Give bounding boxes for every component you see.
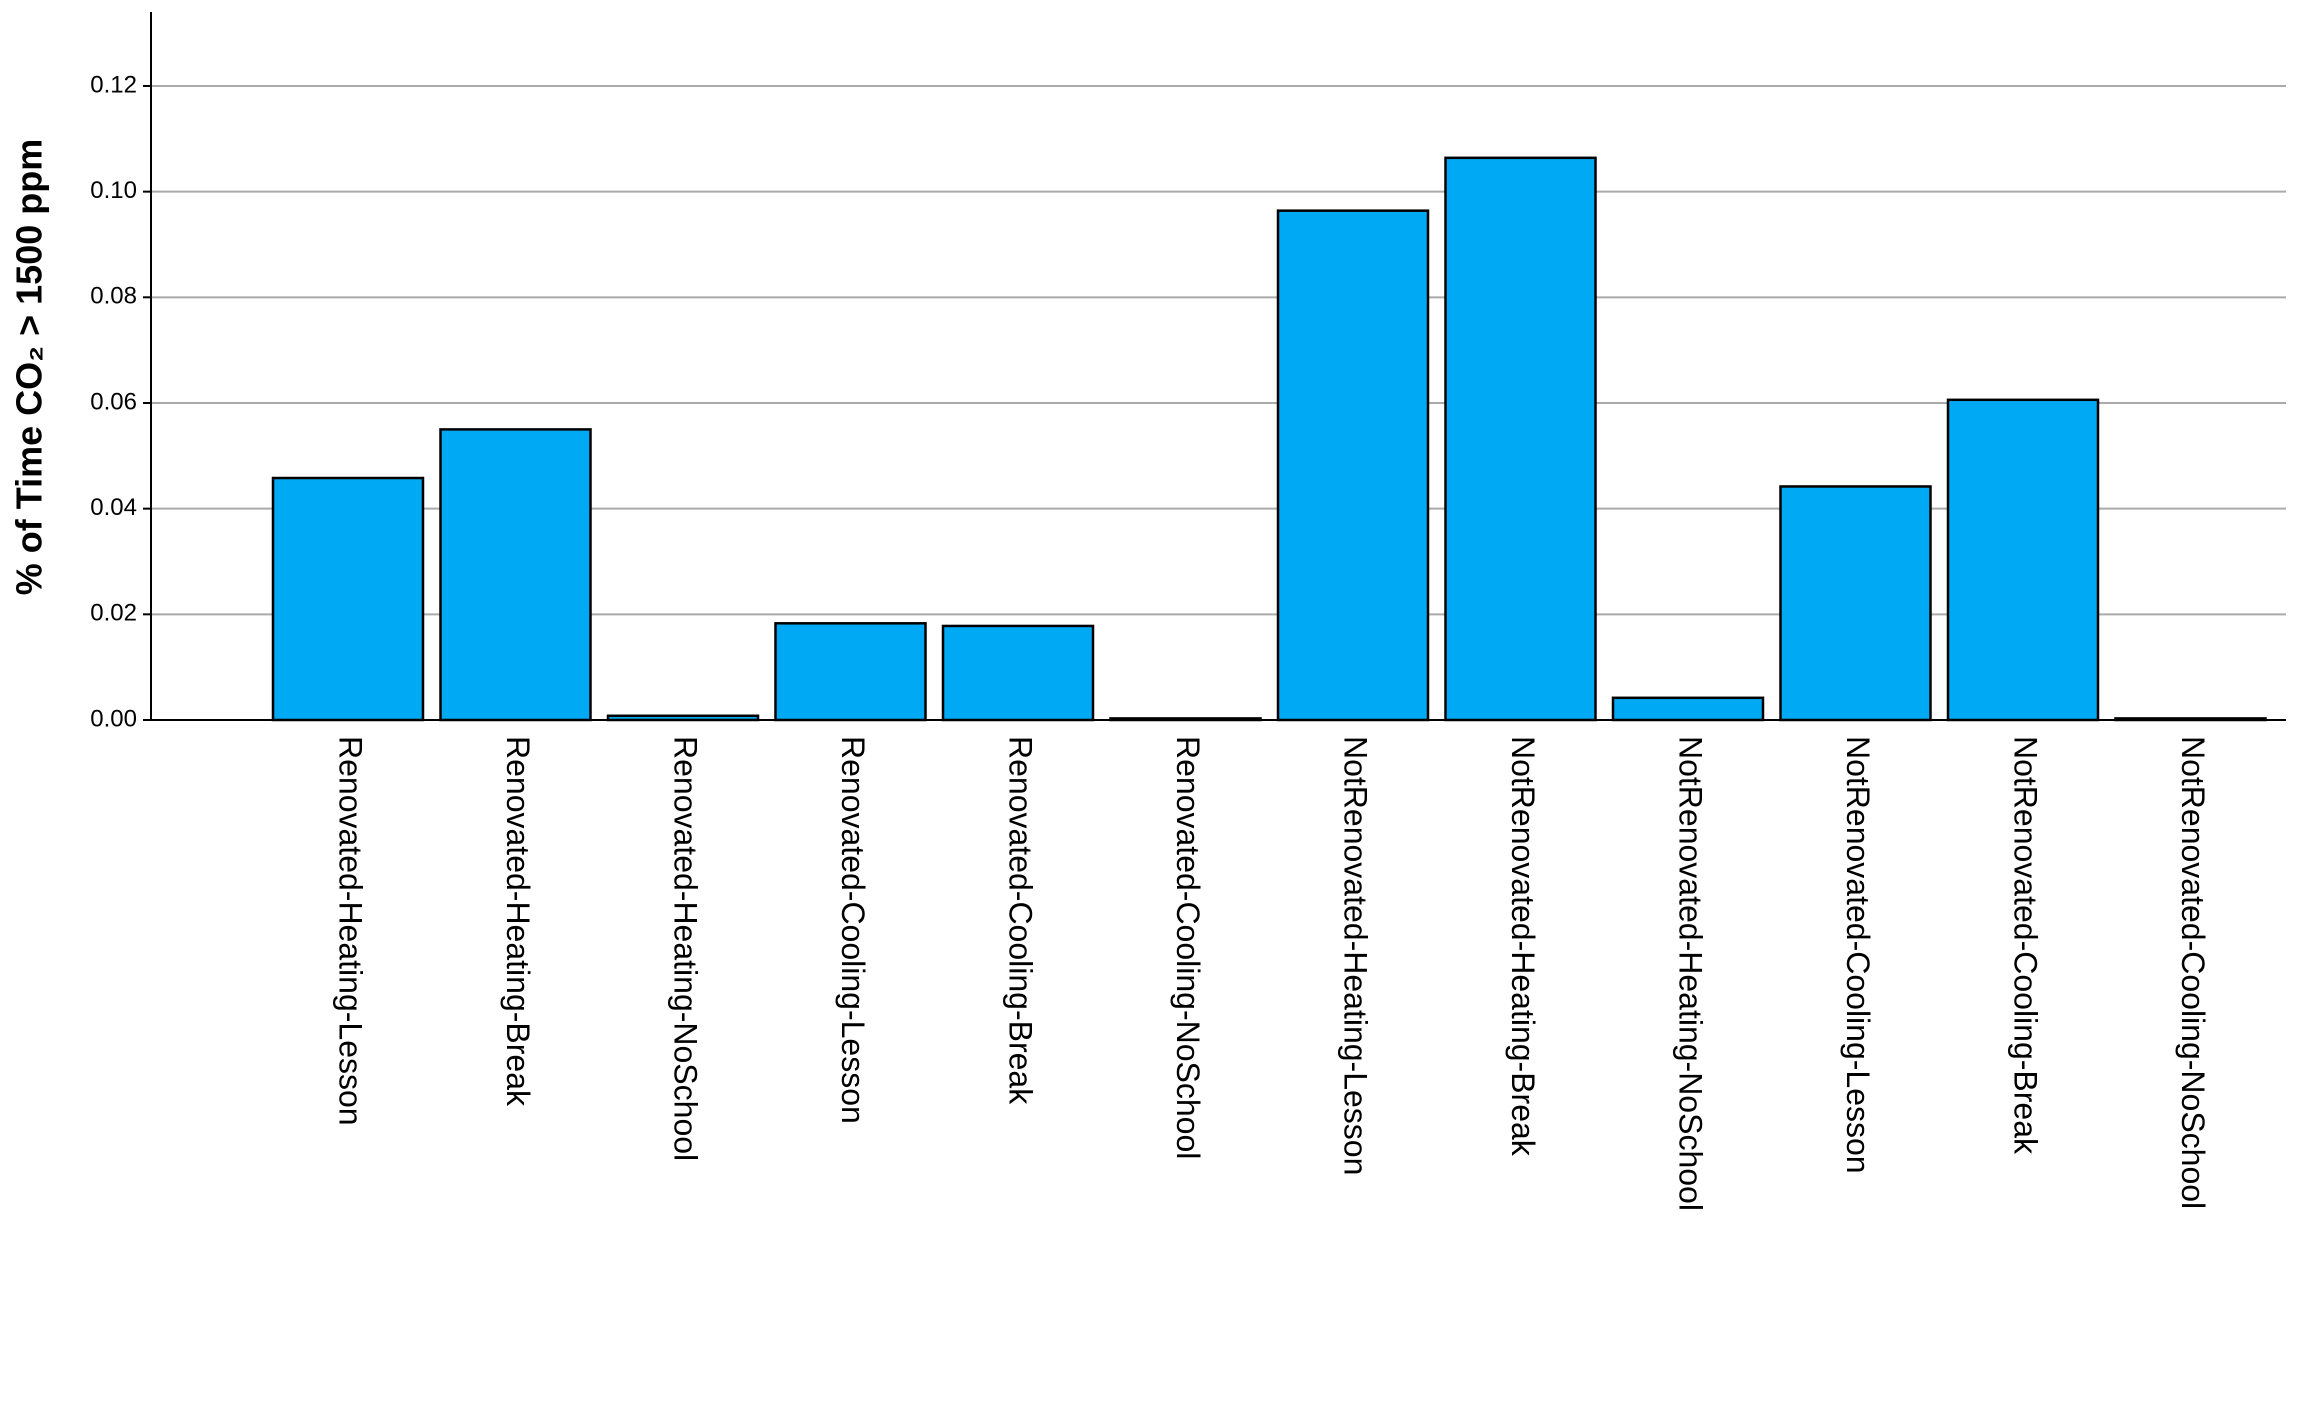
bar xyxy=(271,476,425,722)
y-tick-label: 0.10 xyxy=(90,177,137,204)
bar xyxy=(439,428,592,722)
x-tick-label: Renovated-Heating-Lesson xyxy=(333,736,369,1126)
bar xyxy=(1611,696,1765,722)
y-tick-label: 0.04 xyxy=(90,494,137,521)
x-tick-label: NotRenovated-Cooling-Break xyxy=(2008,736,2044,1155)
x-tick-label: Renovated-Heating-Break xyxy=(500,736,536,1107)
x-tick-label: NotRenovated-Cooling-NoSchool xyxy=(2175,736,2211,1209)
bar xyxy=(1946,398,2100,722)
x-tick-label: NotRenovated-Heating-Lesson xyxy=(1338,736,1374,1175)
bar xyxy=(1444,156,1597,722)
x-tick-label: Renovated-Cooling-Lesson xyxy=(835,736,871,1124)
y-tick-label: 0.06 xyxy=(90,388,137,415)
x-tick-label: NotRenovated-Cooling-Lesson xyxy=(1840,736,1876,1174)
x-tick-label: Renovated-Heating-NoSchool xyxy=(668,736,704,1161)
y-tick-label: 0.12 xyxy=(90,71,137,98)
y-tick-label: 0.00 xyxy=(90,705,137,732)
bar xyxy=(1779,485,1932,722)
y-tick-label: 0.08 xyxy=(90,283,137,310)
bar xyxy=(774,622,927,722)
x-tick-label: Renovated-Cooling-NoSchool xyxy=(1170,736,1206,1159)
x-tick-label: Renovated-Cooling-Break xyxy=(1003,736,1039,1105)
y-tick-label: 0.02 xyxy=(90,600,137,627)
x-tick-label: NotRenovated-Heating-Break xyxy=(1505,736,1541,1157)
bar xyxy=(1276,209,1430,722)
y-axis-title: % of Time CO₂ > 1500 ppm xyxy=(9,139,50,595)
bar xyxy=(941,624,1095,722)
x-tick-label: NotRenovated-Heating-NoSchool xyxy=(1673,736,1709,1211)
